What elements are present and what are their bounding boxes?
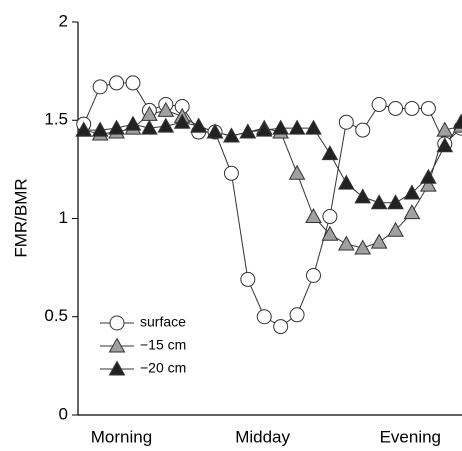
marker (420, 176, 437, 192)
marker (173, 113, 191, 129)
marker (420, 100, 436, 116)
legend-label: −20 cm (140, 360, 186, 376)
marker (91, 121, 109, 137)
marker (141, 119, 158, 135)
marker (223, 127, 240, 143)
legend-label: surface (140, 314, 186, 330)
marker (305, 267, 321, 283)
y-tick-label: 1.5 (44, 110, 68, 129)
marker (255, 121, 273, 137)
marker (256, 309, 272, 325)
x-tick-label: Midday (235, 427, 290, 446)
marker (108, 119, 125, 135)
marker (190, 117, 207, 133)
marker (338, 114, 354, 130)
marker (371, 97, 387, 113)
marker (206, 123, 224, 139)
marker (387, 194, 404, 210)
marker (240, 271, 256, 287)
marker (436, 121, 454, 137)
marker (370, 194, 388, 210)
marker (452, 113, 462, 129)
marker (321, 145, 339, 161)
marker (92, 79, 108, 95)
y-tick-label: 2 (59, 11, 68, 30)
marker (124, 115, 142, 131)
marker (337, 174, 355, 190)
marker (420, 168, 437, 184)
marker (108, 337, 126, 353)
series-line (83, 109, 462, 249)
marker (109, 75, 125, 91)
x-tick-label: Morning (91, 427, 152, 446)
marker (322, 209, 338, 225)
marker (387, 221, 404, 237)
marker (403, 204, 421, 220)
marker (305, 119, 322, 135)
marker (354, 239, 372, 255)
marker (436, 137, 454, 153)
marker (289, 307, 305, 323)
marker (355, 122, 371, 138)
marker (305, 208, 322, 224)
marker (337, 235, 355, 251)
y-tick-label: 0 (59, 404, 68, 423)
marker (125, 75, 141, 91)
y-tick-label: 0.5 (44, 306, 68, 325)
marker (404, 100, 420, 116)
marker (223, 165, 239, 181)
marker (239, 123, 257, 139)
marker (109, 315, 125, 331)
marker (321, 225, 339, 241)
marker (388, 100, 404, 116)
y-tick-label: 1 (59, 208, 68, 227)
legend-label: −15 cm (140, 337, 186, 353)
y-axis-label: FMR/BMR (11, 178, 30, 257)
marker (272, 119, 290, 135)
marker (108, 360, 126, 376)
x-tick-label: Evening (380, 427, 441, 446)
marker (157, 117, 175, 133)
series-line (83, 82, 462, 328)
marker (403, 184, 421, 200)
marker (273, 319, 289, 335)
marker (288, 164, 306, 180)
marker (157, 101, 175, 117)
marker (75, 121, 93, 137)
marker (354, 188, 372, 204)
marker (288, 119, 306, 135)
marker (370, 233, 388, 249)
